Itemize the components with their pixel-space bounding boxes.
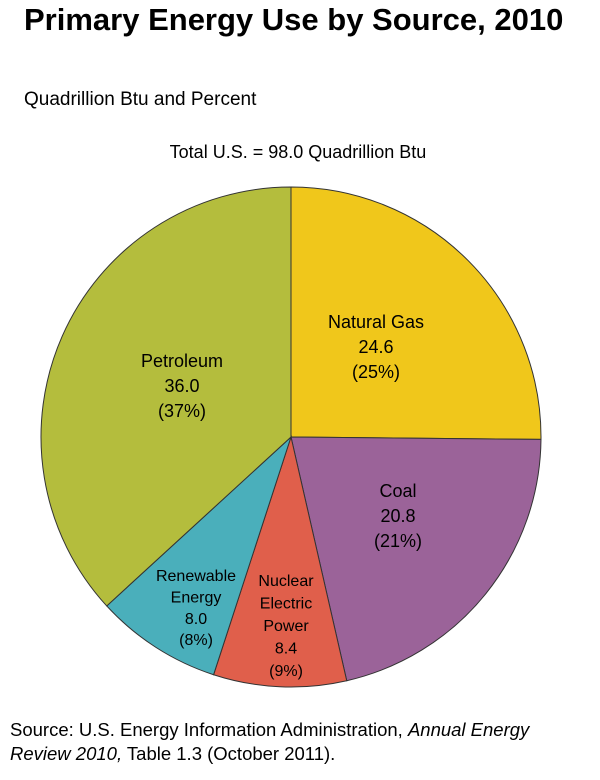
pie-slice (106, 435, 293, 676)
value-label: 36.0 (164, 376, 199, 396)
percent-label: (9%) (269, 663, 303, 680)
value-label: 8.0 (185, 611, 207, 628)
slice-label: Natural Gas 24.6 (25%) (328, 312, 424, 382)
chart-title: Primary Energy Use by Source, 2010 (24, 2, 564, 37)
source-text: Source: U.S. Energy Information Administ… (10, 719, 408, 740)
slice-label: Coal 20.8 (21%) (374, 481, 422, 551)
category-label: Nuclear Electric Power (258, 573, 314, 635)
percent-label: (25%) (352, 362, 400, 382)
category-label-line: Power (263, 618, 309, 635)
source-text: Table 1.3 (October 2011). (122, 743, 336, 764)
pie-slice (40, 186, 292, 607)
category-label-line: Nuclear (258, 573, 314, 590)
value-label: 8.4 (275, 641, 297, 658)
category-label-line: Electric (260, 596, 312, 613)
chart-subtitle: Quadrillion Btu and Percent (24, 89, 257, 110)
pie-slice (290, 436, 542, 682)
annotation: Total U.S. = 98.0 Quadrillion Btu (170, 142, 427, 162)
percent-label: (21%) (374, 531, 422, 551)
category-label-line: Petroleum (141, 351, 223, 371)
category-label: Renewable Energy (156, 568, 236, 606)
slice-label: Renewable Energy 8.0 (8%) (156, 568, 236, 649)
category-label-line: Renewable (156, 568, 236, 585)
category-label: Coal (379, 481, 416, 501)
category-label-line: Coal (379, 481, 416, 501)
pie-slice (290, 186, 542, 440)
percent-label: (8%) (179, 632, 213, 649)
percent-label: (37%) (158, 401, 206, 421)
value-label: 24.6 (358, 337, 393, 357)
source-note: Source: U.S. Energy Information Administ… (10, 718, 550, 766)
slice-label: Nuclear Electric Power 8.4 (9%) (258, 573, 314, 680)
value-label: 20.8 (380, 506, 415, 526)
category-label: Petroleum (141, 351, 223, 371)
source-italic: Annual Energy Review 2010, (10, 719, 530, 764)
pie-slice (212, 435, 348, 688)
chart: Total U.S. = 98.0 Quadrillion Btu Natura… (40, 142, 542, 688)
category-label-line: Natural Gas (328, 312, 424, 332)
category-label: Natural Gas (328, 312, 424, 332)
slice-label: Petroleum 36.0 (37%) (141, 351, 223, 421)
category-label-line: Energy (171, 590, 222, 607)
